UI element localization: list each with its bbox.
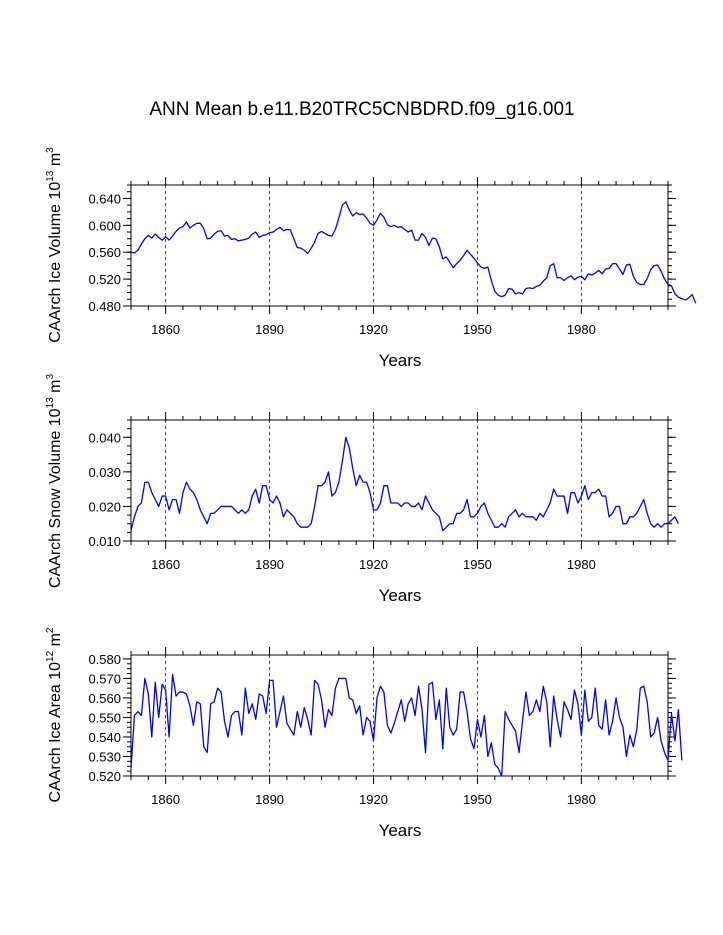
ice-volume-x-tick-label: 1920 bbox=[359, 322, 388, 337]
ice-volume-plot-frame bbox=[130, 184, 669, 307]
snow-volume-x-tick-label: 1980 bbox=[567, 557, 596, 572]
ice-volume-x-tick-label: 1860 bbox=[151, 322, 180, 337]
snow-volume-panel: CAArch Snow Volume 1013 m3 Years 1860 189… bbox=[45, 374, 679, 605]
ice-area-x-tick-label: 1920 bbox=[359, 792, 388, 807]
ice-volume-y-tick-label: 0.640 bbox=[88, 191, 121, 206]
ice-volume-y-tick-label: 0.600 bbox=[88, 218, 121, 233]
ice-area-panel: CAArch Ice Area 1012 m2 Years 1860 1890 19… bbox=[45, 627, 683, 840]
snow-volume-y-label: CAArch Snow Volume 1013 m3 bbox=[45, 374, 64, 589]
figure-title: ANN Mean b.e11.B20TRC5CNBDRD.f09_g16.001 bbox=[149, 99, 574, 120]
ice-volume-x-tick-label: 1890 bbox=[255, 322, 284, 337]
ice-area-y-tick-label: 0.570 bbox=[88, 671, 121, 686]
ice-volume-y-tick-label: 0.480 bbox=[88, 299, 121, 314]
ice-volume-y-tick-label: 0.520 bbox=[88, 272, 121, 287]
ice-area-y-tick-label: 0.560 bbox=[88, 691, 121, 706]
snow-volume-x-tick-label: 1860 bbox=[151, 557, 180, 572]
ice-volume-series-line bbox=[130, 201, 697, 304]
ice-area-x-tick-label: 1890 bbox=[255, 792, 284, 807]
ice-volume-y-label: CAArch Ice Volume 1013 m3 bbox=[45, 147, 64, 343]
snow-volume-series-line bbox=[130, 436, 679, 532]
ice-area-y-label: CAArch Ice Area 1012 m2 bbox=[45, 627, 64, 802]
ice-volume-x-tick-label: 1950 bbox=[463, 322, 492, 337]
ice-area-x-tick-label: 1950 bbox=[463, 792, 492, 807]
ice-area-y-tick-label: 0.540 bbox=[88, 730, 121, 745]
snow-volume-y-tick-label: 0.010 bbox=[88, 534, 121, 549]
ice-area-y-tick-label: 0.550 bbox=[88, 710, 121, 725]
ice-area-plot-frame bbox=[130, 654, 669, 777]
snow-volume-x-label: Years bbox=[379, 586, 422, 605]
ice-area-x-tick-label: 1980 bbox=[567, 792, 596, 807]
snow-volume-y-tick-label: 0.030 bbox=[88, 465, 121, 480]
ice-area-y-tick-label: 0.520 bbox=[88, 769, 121, 784]
snow-volume-y-tick-label: 0.020 bbox=[88, 499, 121, 514]
snow-volume-x-tick-label: 1890 bbox=[255, 557, 284, 572]
ice-area-x-tick-label: 1860 bbox=[151, 792, 180, 807]
snow-volume-x-tick-label: 1950 bbox=[463, 557, 492, 572]
snow-volume-x-tick-label: 1920 bbox=[359, 557, 388, 572]
ice-volume-panel: CAArch Ice Volume 1013 m3 Years 1860 1890… bbox=[45, 147, 697, 370]
ice-area-series-line bbox=[130, 673, 683, 777]
ice-volume-y-tick-label: 0.560 bbox=[88, 245, 121, 260]
ice-volume-x-label: Years bbox=[379, 351, 422, 370]
ice-area-x-label: Years bbox=[379, 821, 422, 840]
ice-area-y-tick-label: 0.530 bbox=[88, 749, 121, 764]
snow-volume-plot-frame bbox=[130, 419, 669, 542]
ice-volume-x-tick-label: 1980 bbox=[567, 322, 596, 337]
snow-volume-y-tick-label: 0.040 bbox=[88, 430, 121, 445]
ice-area-y-tick-label: 0.580 bbox=[88, 652, 121, 667]
